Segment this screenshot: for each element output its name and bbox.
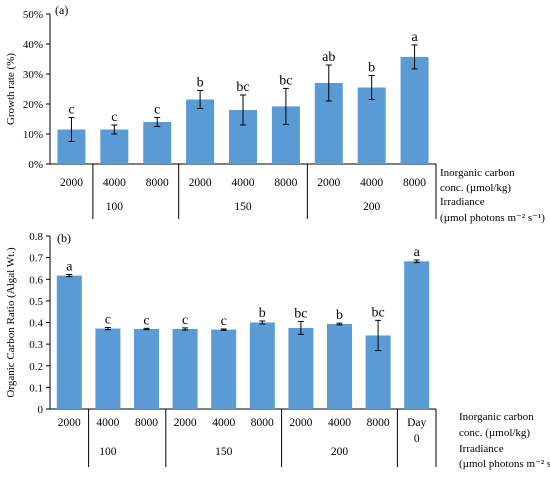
x-category-label: Day [407,417,426,429]
significance-letter: c [182,313,188,328]
bar [211,329,237,409]
significance-letter: b [336,308,343,323]
group-axis-title-line2: (µmol photons m⁻² s⁻¹) [459,458,550,470]
significance-letter: bc [236,80,249,95]
significance-letter: c [221,314,227,329]
y-tick-label: 40% [23,39,43,51]
bar [143,122,172,164]
x-category-label: 8000 [403,177,426,189]
bar [100,129,129,164]
x-group-label: 200 [363,201,381,213]
significance-letter: a [411,30,418,45]
x-category-label: 4000 [360,177,383,189]
y-tick-label: 20% [23,99,43,111]
significance-letter: bc [371,305,384,320]
significance-letter: a [66,259,73,274]
bar [134,328,159,409]
y-axis-title: Organic Carbon Ratio (Algal Wt.) [5,247,17,398]
y-tick-label: 0.7 [29,253,43,265]
x-category-label: 2000 [60,177,83,189]
x-category-label: 2000 [189,177,212,189]
significance-letter: bc [294,306,307,321]
y-tick-label: 30% [23,69,43,81]
x-category-label: 8000 [251,417,274,429]
x-category-label: 8000 [274,177,297,189]
bar [95,328,121,409]
y-tick-label: 50% [23,9,43,21]
bar [56,275,82,409]
significance-letter: c [143,313,149,328]
y-tick-label: 0.3 [29,339,43,351]
significance-letter: b [368,61,375,76]
bar [327,324,352,409]
x-group-label: 150 [215,446,233,458]
x-category-label: 2000 [289,417,312,429]
x-axis-title-line2: conc. (µmol/kg) [459,427,530,439]
significance-letter: c [105,312,111,327]
y-tick-label: 0.4 [29,318,43,330]
y-tick-label: 0% [28,159,43,171]
significance-letter: c [111,110,117,125]
bar [288,327,314,409]
x-group-label: 150 [234,201,252,213]
x-category-label: 4000 [103,177,126,189]
significance-letter: bc [279,73,292,88]
panel-label: (b) [57,231,71,245]
bar [172,328,198,409]
y-tick-label: 0.8 [29,231,43,243]
group-axis-title-line1: Irradiance [459,443,504,455]
x-category-label: 8000 [367,417,390,429]
group-axis-title-line2: (µmol photons m⁻² s⁻¹) [440,212,545,224]
significance-letter: a [414,245,421,260]
bar [186,99,215,164]
x-category-label: 4000 [96,417,119,429]
bar [400,56,429,164]
bar [249,322,275,409]
y-tick-label: 0.5 [29,296,43,308]
y-tick-label: 0.6 [29,274,43,286]
x-category-label: 8000 [146,177,169,189]
x-category-label: 8000 [135,417,158,429]
x-group-label: 100 [99,446,117,458]
x-axis-title-line1: Inorganic carbon [459,411,534,423]
x-category-label: 2000 [317,177,340,189]
x-category-label: 4000 [212,417,235,429]
x-category-label: 4000 [232,177,255,189]
significance-letter: b [197,76,204,91]
x-group-label: 200 [331,446,349,458]
x-axis-title-line2: conc. (µmol/kg) [440,182,511,194]
x-category-sublabel: 0 [414,433,420,445]
x-axis-title-line1: Inorganic carbon [440,167,515,179]
y-axis-title: Growth rate (%) [5,53,17,125]
x-group-label: 100 [106,201,124,213]
bar [357,87,386,164]
x-category-label: 4000 [328,417,351,429]
x-category-label: 2000 [174,417,197,429]
significance-letter: b [259,306,266,321]
significance-letter: c [154,103,160,118]
y-tick-label: 0.2 [29,361,43,373]
y-tick-label: 0 [38,404,44,416]
group-axis-title-line1: Irradiance [440,196,485,208]
bar [404,261,430,409]
y-tick-label: 0.1 [29,382,43,394]
significance-letter: c [68,103,74,118]
significance-letter: ab [322,50,335,65]
y-tick-label: 10% [23,129,43,141]
x-category-label: 2000 [58,417,81,429]
panel-label: (a) [55,3,68,17]
